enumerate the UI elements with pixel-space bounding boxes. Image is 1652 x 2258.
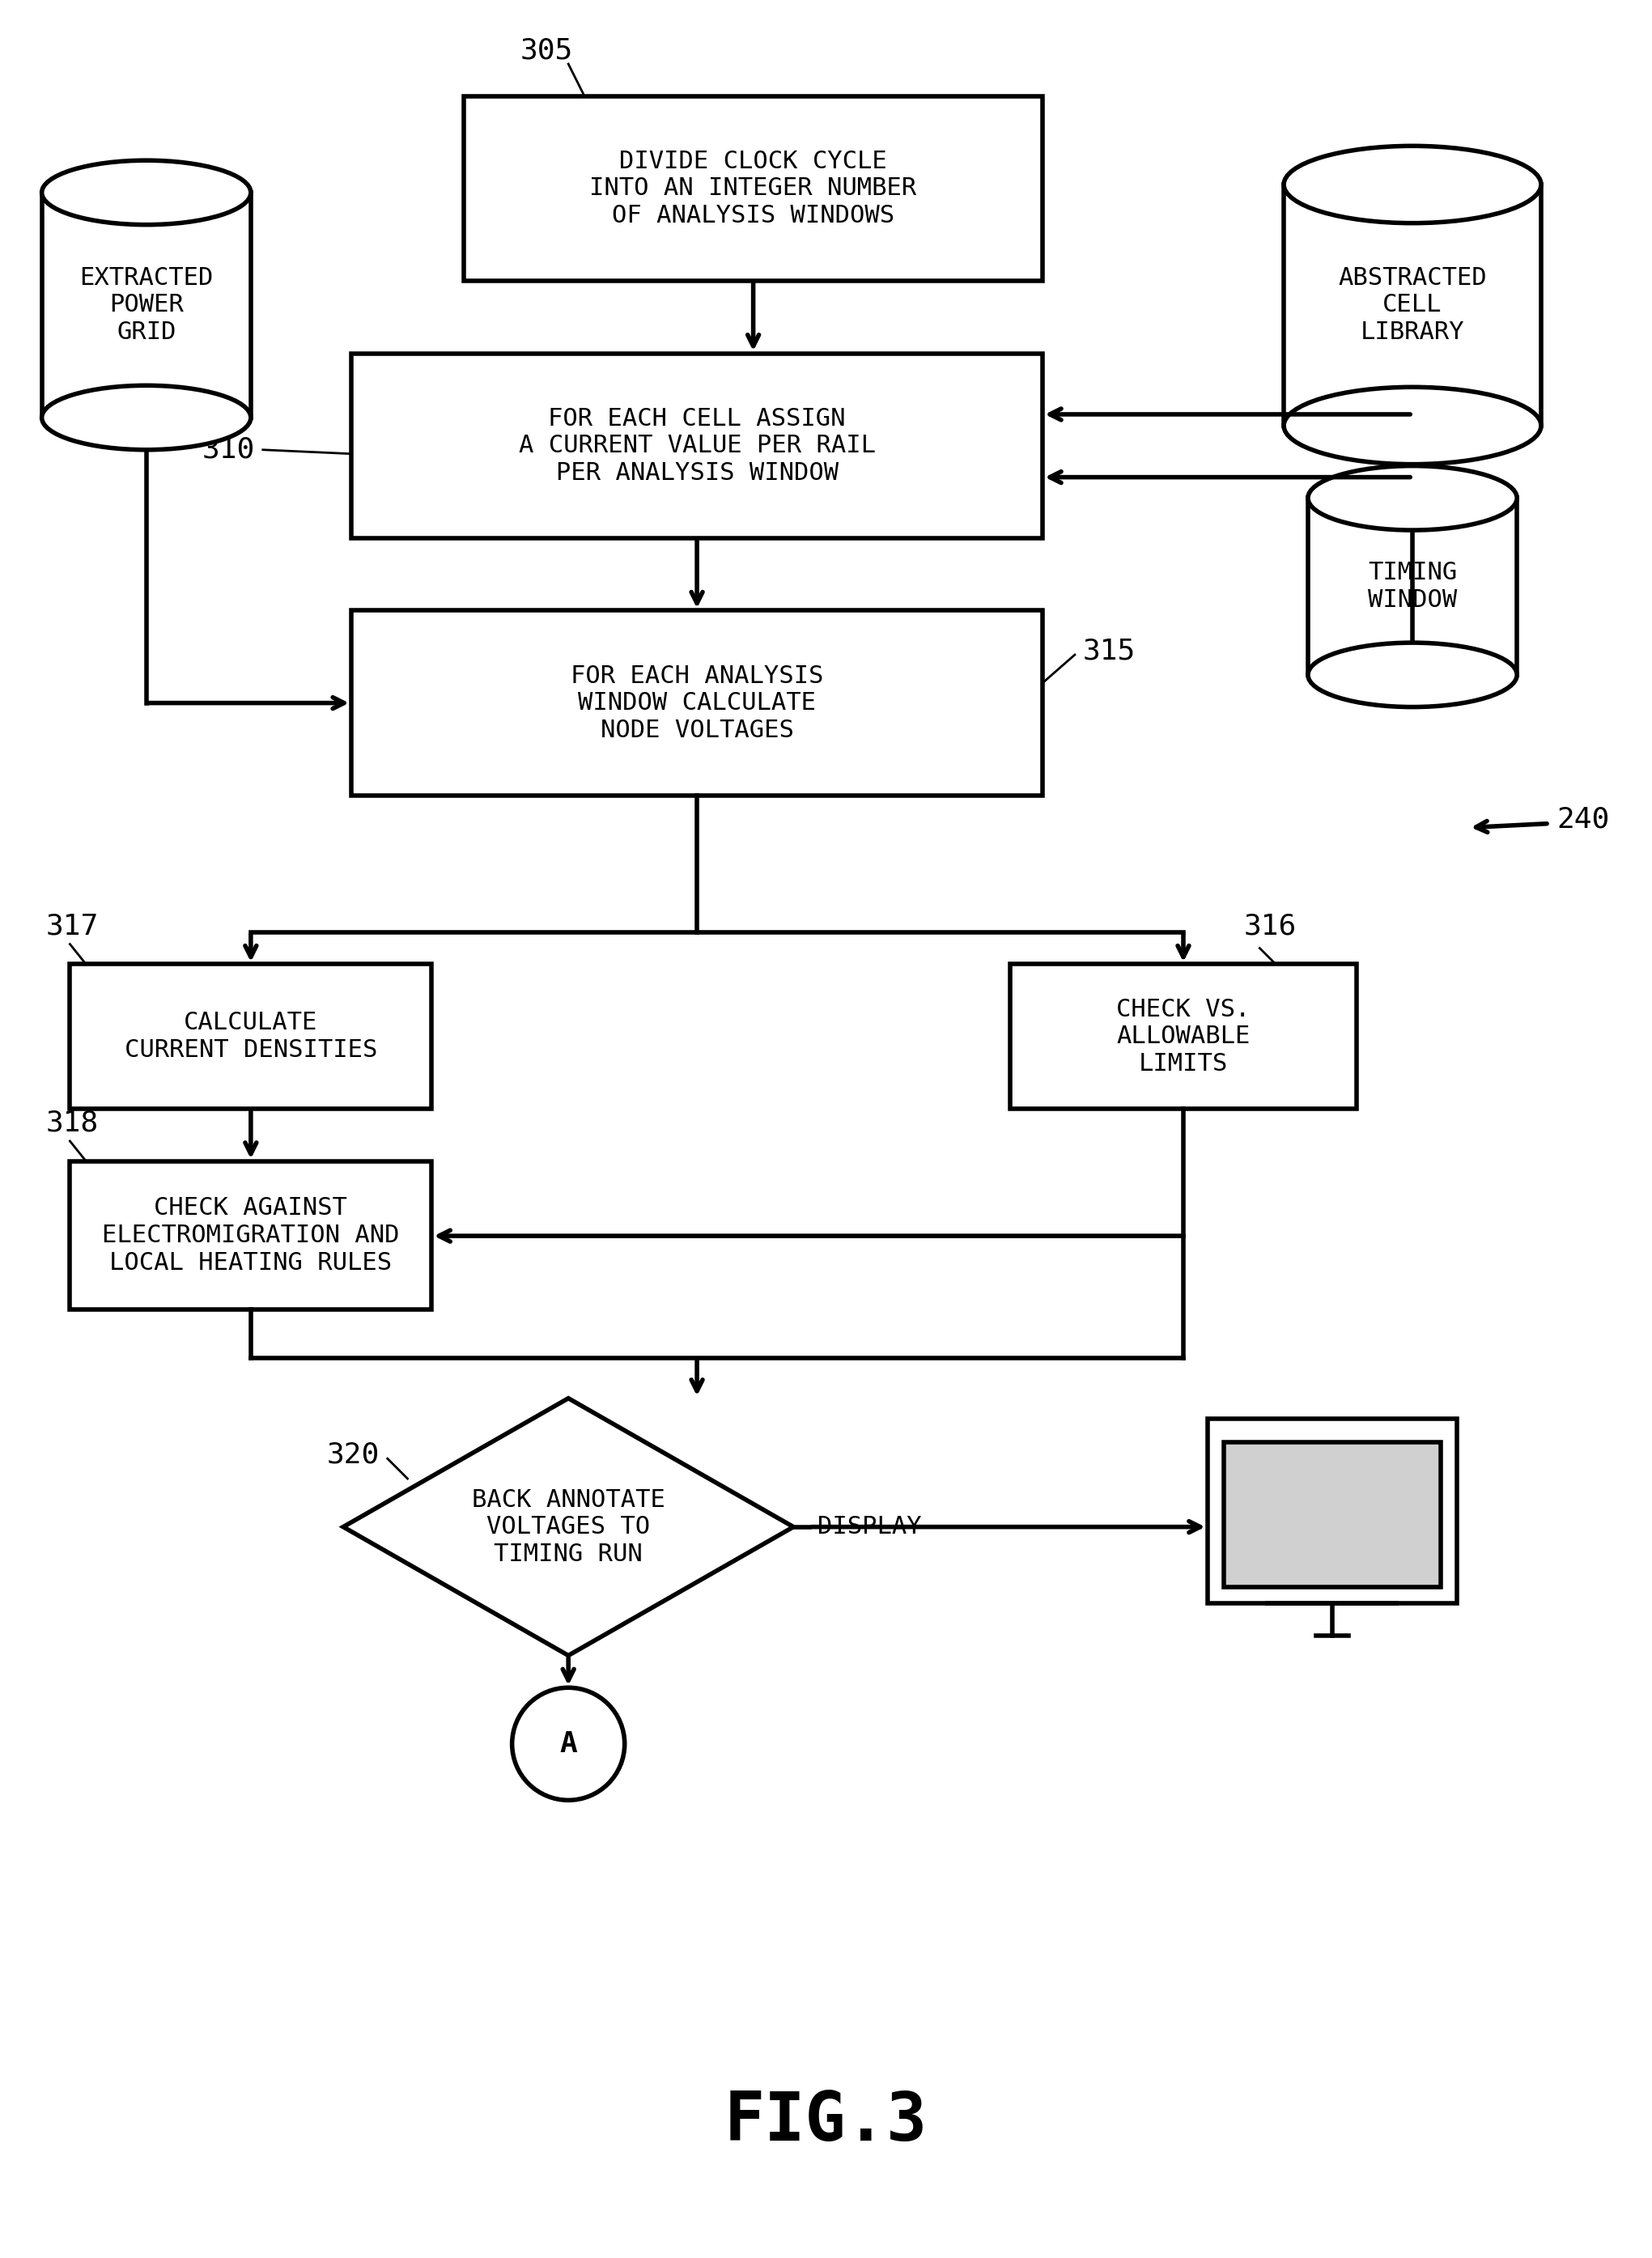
Bar [1224,1443,1441,1587]
Text: 320: 320 [327,1441,380,1468]
Text: CHECK VS.
ALLOWABLE
LIMITS: CHECK VS. ALLOWABLE LIMITS [1117,998,1251,1075]
Text: BACK ANNOTATE
VOLTAGES TO
TIMING RUN: BACK ANNOTATE VOLTAGES TO TIMING RUN [472,1488,666,1565]
Text: EXTRACTED
POWER
GRID: EXTRACTED POWER GRID [79,266,213,343]
Text: CHECK AGAINST
ELECTROMIGRATION AND
LOCAL HEATING RULES: CHECK AGAINST ELECTROMIGRATION AND LOCAL… [102,1197,400,1274]
Text: DISPLAY: DISPLAY [818,1515,922,1538]
Text: 316: 316 [1244,912,1297,939]
Text: DIVIDE CLOCK CYCLE
INTO AN INTEGER NUMBER
OF ANALYSIS WINDOWS: DIVIDE CLOCK CYCLE INTO AN INTEGER NUMBE… [590,149,917,228]
Bar [352,610,1042,795]
Circle shape [512,1687,624,1800]
Bar [464,97,1042,280]
Text: 315: 315 [1082,637,1135,664]
Ellipse shape [1308,644,1517,707]
Text: 305: 305 [520,36,573,63]
Ellipse shape [41,160,251,226]
Bar [1011,964,1356,1109]
Bar [352,352,1042,537]
Text: A: A [560,1730,577,1757]
Bar [69,964,431,1109]
Text: 317: 317 [46,912,99,939]
Ellipse shape [1284,386,1541,465]
Text: TIMING
WINDOW: TIMING WINDOW [1368,560,1457,612]
Text: 240: 240 [1558,806,1611,833]
Text: FIG.3: FIG.3 [724,2089,927,2154]
Ellipse shape [41,386,251,449]
Text: FOR EACH CELL ASSIGN
A CURRENT VALUE PER RAIL
PER ANALYSIS WINDOW: FOR EACH CELL ASSIGN A CURRENT VALUE PER… [519,406,876,485]
Text: FOR EACH ANALYSIS
WINDOW CALCULATE
NODE VOLTAGES: FOR EACH ANALYSIS WINDOW CALCULATE NODE … [570,664,823,743]
Ellipse shape [1308,465,1517,531]
Bar [1208,1418,1457,1603]
Text: ABSTRACTED
CELL
LIBRARY: ABSTRACTED CELL LIBRARY [1338,266,1487,343]
Ellipse shape [1284,147,1541,224]
Text: 310: 310 [202,436,254,463]
Bar [69,1161,431,1310]
Text: 318: 318 [46,1109,99,1138]
Text: CALCULATE
CURRENT DENSITIES: CALCULATE CURRENT DENSITIES [124,1012,377,1061]
Polygon shape [344,1398,793,1655]
